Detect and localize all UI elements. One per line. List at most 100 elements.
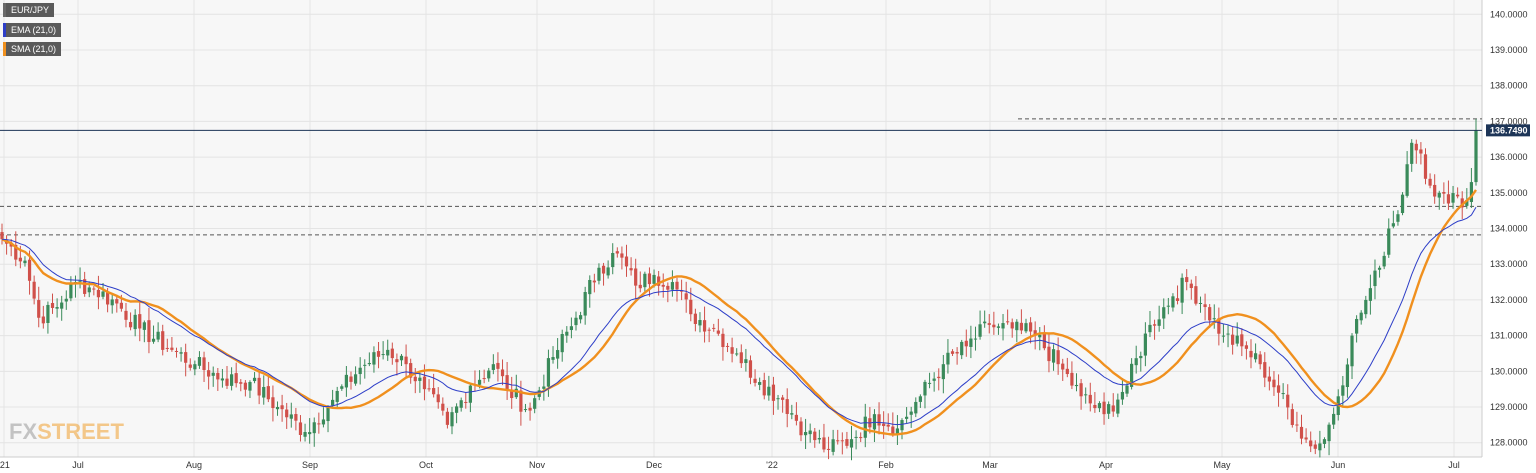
last-price-marker: 136.7490 <box>0 124 1530 137</box>
legend-ema-series[interactable]: EMA (21,0) <box>3 23 62 37</box>
candle-body <box>1423 154 1428 179</box>
candle-body <box>18 257 22 262</box>
x-tick-label: Apr <box>1099 460 1113 470</box>
candle-body <box>748 360 753 378</box>
candle-body <box>262 386 266 398</box>
candle-body <box>1024 323 1028 332</box>
candle-body <box>142 322 146 330</box>
legend-sma-series[interactable]: SMA (21,0) <box>3 42 62 56</box>
candle-body <box>491 364 495 370</box>
candle-body <box>542 386 546 389</box>
candle-body <box>918 396 922 402</box>
candle-body <box>106 291 110 305</box>
candle-body <box>395 359 399 363</box>
candle-body <box>836 440 840 442</box>
candle-body <box>450 412 454 427</box>
x-tick-label: Dec <box>646 460 663 470</box>
candle-body <box>937 376 941 379</box>
candle-body <box>895 428 900 435</box>
candle-body <box>353 374 358 384</box>
candle-body <box>1456 194 1460 197</box>
candle-body <box>1332 413 1336 425</box>
candle-body <box>46 304 50 323</box>
candle-body <box>1276 385 1281 393</box>
candle-body <box>914 401 918 414</box>
candle-body <box>1400 194 1405 214</box>
candle-body <box>831 439 835 452</box>
candle-body <box>510 389 514 399</box>
legend-price-series[interactable]: EUR/JPY <box>3 3 55 17</box>
candle-body <box>271 397 275 409</box>
candle-body <box>1290 409 1294 425</box>
candle-body <box>1130 363 1134 387</box>
candle-body <box>340 386 344 389</box>
candle-body <box>1074 384 1079 387</box>
candle-body <box>996 326 1001 328</box>
y-tick-label: 137.0000 <box>1490 116 1528 126</box>
candle-body <box>597 267 601 281</box>
candle-body <box>445 411 450 425</box>
y-tick-label: 134.0000 <box>1490 224 1528 234</box>
candle-body <box>184 352 188 363</box>
candle-body <box>1258 354 1262 365</box>
candle-body <box>331 399 335 406</box>
candle-body <box>1051 349 1056 363</box>
candle-body <box>418 377 422 381</box>
candle-body <box>151 338 156 342</box>
candle-body <box>441 403 445 411</box>
x-tick-label: Jun <box>1331 460 1346 470</box>
candle-body <box>188 364 192 368</box>
candle-body <box>1180 277 1184 303</box>
candle-body <box>877 414 881 426</box>
candle-body <box>1217 318 1221 334</box>
candle-body <box>1047 346 1051 362</box>
candle-body <box>87 287 91 293</box>
candle-body <box>161 331 165 350</box>
candle-body <box>519 390 523 412</box>
grid <box>0 0 1483 458</box>
candle-body <box>1253 353 1258 360</box>
candle-body <box>725 345 730 347</box>
candle-body <box>955 351 959 354</box>
candle-body <box>358 367 362 375</box>
candle-body <box>1405 164 1409 196</box>
y-tick-label: 128.0000 <box>1490 438 1528 448</box>
candle-body <box>643 273 647 288</box>
candle-body <box>252 377 257 382</box>
candle-body <box>165 347 169 349</box>
x-tick-label: Jul <box>72 460 84 470</box>
candle-body <box>1410 142 1414 164</box>
candle-body <box>1350 335 1354 367</box>
candle-body <box>280 405 284 410</box>
candle-body <box>551 357 555 360</box>
candle-body <box>1088 394 1092 404</box>
candle-body <box>1304 437 1308 440</box>
candle-body <box>1157 319 1161 326</box>
candle-body <box>813 431 817 441</box>
candle-body <box>556 350 560 359</box>
candle-body <box>0 232 4 240</box>
candle-body <box>822 437 826 450</box>
candle-body <box>1001 323 1005 329</box>
candle-body <box>234 373 238 384</box>
candle-body <box>1446 194 1451 204</box>
candle-body <box>207 370 211 377</box>
candle-body <box>909 411 913 415</box>
candle-body <box>1139 355 1143 359</box>
candle-body <box>156 331 160 340</box>
last-price-badge <box>1486 124 1530 137</box>
candle-body <box>620 253 624 258</box>
candle-body <box>1327 424 1331 442</box>
candle-body <box>468 385 472 403</box>
candle-body <box>1286 394 1290 408</box>
candle-body <box>367 362 371 365</box>
candle-body <box>785 399 789 414</box>
y-tick-label: 139.0000 <box>1490 45 1528 55</box>
candle-body <box>298 422 303 435</box>
ema-line <box>1 207 1477 426</box>
candle-body <box>432 388 436 395</box>
candle-body <box>1033 330 1037 336</box>
candle-body <box>702 320 707 332</box>
candle-body <box>964 340 968 347</box>
candle-body <box>569 326 574 331</box>
